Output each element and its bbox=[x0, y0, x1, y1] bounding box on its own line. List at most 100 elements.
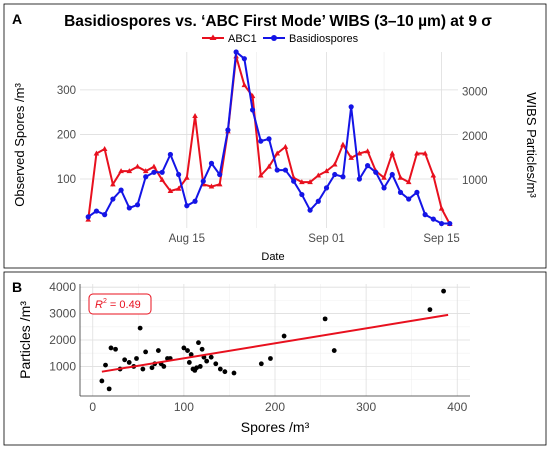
basidiospores-point bbox=[85, 214, 91, 220]
chart-a-ytick-left: 100 bbox=[57, 174, 76, 186]
chart-a-ytick-left: 200 bbox=[57, 129, 76, 141]
basidiospores-point bbox=[373, 169, 379, 175]
abc1-point bbox=[151, 163, 157, 169]
basidiospores-point bbox=[159, 169, 165, 175]
scatter-point bbox=[126, 360, 132, 365]
abc1-point bbox=[126, 168, 133, 174]
chart-a-xtick: Aug 15 bbox=[169, 233, 205, 245]
chart-a-ytick-left: 300 bbox=[57, 85, 76, 97]
scatter-point bbox=[281, 333, 287, 339]
abc1-point bbox=[93, 150, 100, 156]
scatter-point bbox=[194, 365, 200, 371]
scatter-point bbox=[222, 369, 228, 375]
scatter-point bbox=[213, 361, 219, 367]
abc1-point bbox=[184, 174, 190, 180]
scatter-point bbox=[204, 358, 210, 364]
basidiospores-point bbox=[176, 171, 182, 178]
basidiospores-point bbox=[208, 160, 215, 166]
chart-a-xtick: Sep 15 bbox=[423, 233, 459, 245]
svg-text:R2 = 0.49: R2 = 0.49 bbox=[95, 298, 141, 311]
basidiospores-point bbox=[307, 207, 313, 213]
scatter-point bbox=[441, 288, 446, 294]
abc1-point bbox=[323, 168, 330, 174]
abc1-point bbox=[216, 181, 223, 187]
scatter-point bbox=[185, 348, 190, 353]
basidiospores-point bbox=[241, 56, 247, 62]
basidiospores-point bbox=[192, 198, 198, 204]
abc1-point bbox=[299, 179, 305, 185]
basidiospores-point bbox=[143, 174, 149, 180]
abc1-point bbox=[274, 150, 281, 156]
abc1-point bbox=[167, 187, 174, 193]
abc1-point bbox=[340, 141, 346, 147]
scatter-point bbox=[186, 360, 192, 365]
abc1-point bbox=[438, 205, 445, 211]
regression-line bbox=[101, 313, 449, 373]
scatter-point bbox=[140, 366, 146, 372]
chart-a-ytick-right: 2000 bbox=[462, 131, 488, 143]
basidiospores-point bbox=[356, 176, 362, 182]
scatter-point bbox=[231, 370, 237, 376]
scatter-point bbox=[258, 361, 264, 367]
abc1-point bbox=[422, 150, 428, 156]
chart-b-ytick: 3000 bbox=[49, 307, 76, 321]
basidiospores-point bbox=[381, 185, 387, 191]
r2-label: R bbox=[95, 299, 103, 311]
panel-a-label: A bbox=[12, 11, 22, 27]
scatter-point bbox=[331, 348, 337, 353]
scatter-point bbox=[427, 307, 433, 313]
scatter-point bbox=[149, 365, 155, 371]
abc1-point bbox=[331, 161, 338, 167]
basidiospores-point bbox=[406, 196, 412, 202]
basidiospores-point bbox=[282, 167, 289, 173]
abc1-point bbox=[118, 168, 124, 174]
basidiospores-point bbox=[151, 169, 157, 175]
scatter-point bbox=[113, 346, 118, 352]
basidiospores-point bbox=[430, 216, 436, 222]
abc1-point bbox=[348, 154, 354, 160]
basidiospores-point bbox=[348, 104, 354, 110]
r2-sup: 2 bbox=[103, 298, 107, 305]
abc1-point bbox=[134, 163, 141, 169]
legend-abc1-label: ABC1 bbox=[228, 33, 257, 45]
scatter-point bbox=[134, 356, 139, 361]
abc1-point bbox=[430, 172, 437, 178]
basidiospores-point bbox=[397, 189, 404, 195]
basidiospores-point bbox=[438, 220, 445, 227]
scatter-point bbox=[268, 356, 273, 361]
abc1-point bbox=[381, 174, 387, 180]
basidiospores-point bbox=[340, 174, 346, 180]
abc1-point bbox=[208, 183, 215, 189]
basidiospores-point bbox=[299, 191, 305, 198]
basidiospores-point bbox=[110, 196, 116, 202]
scatter-point bbox=[161, 364, 167, 369]
basidiospores-point bbox=[332, 171, 338, 178]
scatter-point bbox=[181, 345, 187, 351]
chart-a-ytick-right: 3000 bbox=[462, 87, 488, 99]
scatter-point bbox=[137, 325, 143, 331]
chart-b-ylabel: Particles /m³ bbox=[17, 301, 33, 379]
abc1-point bbox=[142, 168, 149, 174]
basidiospores-point bbox=[274, 167, 280, 173]
abc1-point bbox=[356, 150, 363, 156]
scatter-point bbox=[155, 348, 161, 353]
chart-b-xtick: 100 bbox=[174, 400, 194, 414]
chart-a-xlabel: Date bbox=[261, 251, 284, 263]
legend-basidiospores-marker bbox=[271, 35, 277, 41]
scatter-point bbox=[106, 386, 112, 392]
r2-annotation: R2 = 0.49 bbox=[88, 293, 152, 315]
abc1-point bbox=[405, 179, 412, 185]
scatter-point bbox=[188, 352, 194, 357]
basidiospores-point bbox=[167, 151, 173, 158]
chart-a-title: Basidiospores vs. ‘ABC First Mode’ WIBS … bbox=[64, 13, 492, 30]
scatter-point bbox=[208, 354, 214, 360]
legend-basidiospores-label: Basidiospores bbox=[289, 33, 359, 45]
chart-b-xtick: 300 bbox=[356, 400, 376, 414]
scatter-point bbox=[196, 340, 201, 346]
scatter-point bbox=[103, 362, 108, 368]
chart-b-xtick: 400 bbox=[447, 400, 467, 414]
scatter-point bbox=[122, 357, 128, 363]
legend-abc1-marker bbox=[209, 34, 217, 40]
scatter-point bbox=[197, 364, 203, 369]
